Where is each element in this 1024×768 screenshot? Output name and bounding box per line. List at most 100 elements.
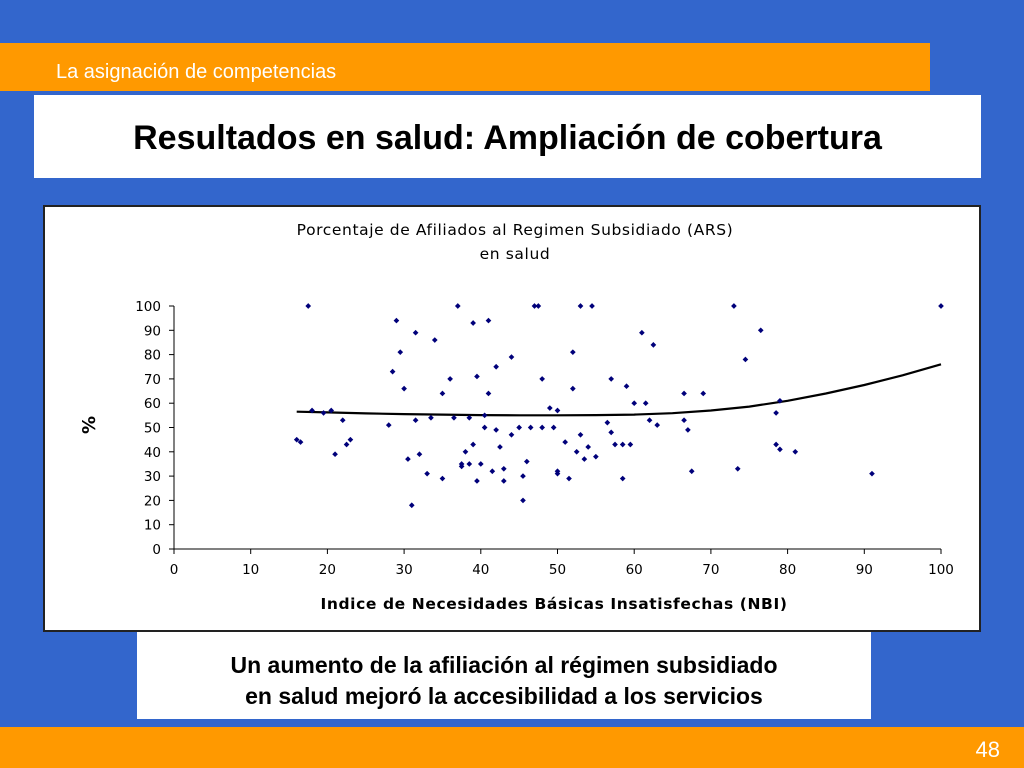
x-axis-label: Indice de Necesidades Básicas Insatisfec… [320,595,787,613]
data-points-layer [293,303,944,509]
data-point [454,303,461,309]
data-point [416,451,423,458]
data-point [412,329,419,336]
x-tick-label: 80 [779,562,796,578]
data-point [773,441,779,448]
data-point [627,441,634,448]
y-tick-label: 20 [144,493,161,509]
data-point [451,414,457,421]
x-tick-label: 20 [319,562,336,578]
data-point [343,441,350,448]
caption-text: Un aumento de la afiliación al régimen s… [137,650,871,712]
data-point [589,303,595,309]
data-point [439,475,446,482]
trend-line [296,363,942,417]
data-point [470,320,476,326]
data-point [485,317,492,324]
chart-panel: Porcentaje de Afiliados al Regimen Subsi… [43,205,981,632]
data-point [566,475,572,482]
data-point [485,390,492,397]
data-point [385,422,392,428]
data-point [497,444,503,450]
data-point [500,478,507,484]
data-point [466,461,473,467]
data-point [639,329,645,336]
caption-box: Un aumento de la afiliación al régimen s… [137,632,871,719]
data-point [681,417,687,424]
data-point [470,441,476,448]
data-point [869,470,875,477]
section-header-bar: La asignación de competencias [0,43,930,91]
data-point [654,422,661,428]
data-point [742,356,749,363]
x-tick-label: 90 [856,562,873,578]
data-point [389,368,396,375]
data-point [297,439,304,445]
data-point [516,424,522,431]
x-tick-label: 100 [928,562,954,578]
data-point [604,419,611,426]
data-point [570,385,576,392]
data-point [428,414,434,421]
data-point [539,376,545,382]
data-point [339,417,346,424]
data-point [593,453,599,460]
data-point [481,412,488,419]
data-point [401,385,407,392]
data-point [631,400,638,407]
y-tick-label: 0 [152,542,161,558]
data-point [777,397,783,404]
x-tick-label: 10 [242,562,259,578]
data-point [439,390,446,397]
y-tick-label: 90 [144,323,161,339]
y-tick-label: 70 [144,372,161,388]
y-tick-label: 10 [144,518,161,534]
data-point [773,410,779,416]
data-point [547,405,553,411]
data-point [527,424,534,431]
scatter-chart: Porcentaje de Afiliados al Regimen Subsi… [79,221,954,613]
y-tick-label: 60 [144,396,161,412]
trend-line-layer [296,363,942,417]
data-point [642,400,649,407]
y-tick-label: 40 [144,445,161,461]
data-point [554,470,561,477]
x-tick-label: 50 [549,562,566,578]
data-point [681,390,687,397]
data-point [608,429,615,436]
data-point [734,465,741,472]
chart-title-line1: Porcentaje de Afiliados al Regimen Subsi… [297,221,734,239]
data-point [608,376,615,382]
y-tick-label: 50 [144,421,161,437]
data-point [405,456,411,462]
data-point [570,349,576,355]
y-tick-label: 100 [135,299,161,315]
caption-line-2: en salud mejoró la accesibilidad a los s… [245,683,763,709]
data-point [508,431,515,438]
slide-title: Resultados en salud: Ampliación de cober… [133,119,882,157]
data-point [412,417,419,424]
data-point [550,424,557,431]
data-point [520,473,526,479]
data-point [700,390,707,397]
data-point [474,478,480,484]
data-point [493,363,499,370]
chart-title-line2: en salud [480,245,551,263]
page-number: 48 [975,737,1000,762]
data-point [612,441,618,448]
data-point [309,407,315,414]
data-point [466,414,473,421]
y-tick-label: 80 [144,348,161,364]
x-tick-label: 30 [396,562,413,578]
data-point [731,303,737,309]
data-point [688,468,695,475]
data-point [477,461,484,467]
data-point [757,327,764,334]
data-point [431,337,438,343]
footer-bar: 48 [0,727,1024,768]
data-point [397,349,404,355]
data-point [347,436,354,443]
data-point [573,448,580,455]
data-point [458,461,465,467]
data-point [938,303,944,309]
